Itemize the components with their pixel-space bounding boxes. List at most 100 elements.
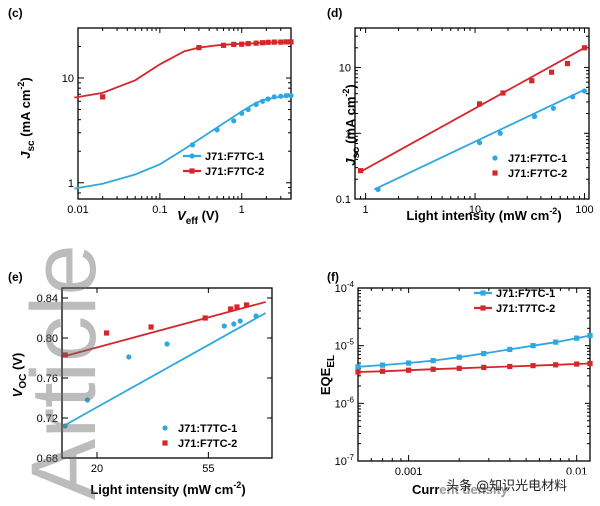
data-point [202,315,208,321]
data-point [260,98,266,104]
panel-f-y-label: EQEEL [318,355,337,395]
data-point [253,313,259,319]
x-tick-label: 0.01 [67,204,88,216]
series-c-1 [74,92,294,190]
data-point [288,39,294,45]
panel-d-label: (d) [327,6,342,20]
x-tick-label: 100 [575,204,593,216]
legend-label: J71:F7TC-1 [508,153,567,165]
data-point [481,350,487,357]
legend-marker [492,170,498,176]
data-point [271,39,277,45]
legend-marker [480,290,486,296]
x-tick-label: 0.1 [152,204,167,216]
data-point [587,332,593,339]
data-point [245,106,251,113]
data-point [245,40,251,47]
series-line [373,88,585,191]
data-point [500,90,506,96]
data-point [100,94,106,100]
data-point [456,365,462,371]
data-point [530,343,536,349]
series-f-2 [355,360,593,375]
data-point [221,323,227,329]
x-tick-label: 1 [239,204,245,216]
y-tick-label: 0.72 [37,413,58,425]
data-point [228,306,234,312]
legend-label: J71:T7TC-1 [178,423,237,435]
data-point [574,335,580,341]
data-point [430,366,436,372]
data-point [406,360,412,366]
data-point [529,78,535,84]
panel-e-label: (e) [8,270,23,284]
panel-d-x-label: Light intensity (mW cm-2) [406,206,561,223]
data-point [265,96,271,102]
data-point [62,352,68,358]
data-point [283,92,289,99]
series-f-1 [355,332,593,370]
chart-panel-e: (e) 20 55 0.68 0.72 0.76 0.80 0.84 Light intensi… [8,270,273,497]
x-tick-label: 0.001 [395,466,423,478]
data-point [239,110,245,116]
charts-layer: (c) 0.01 0.1 1 1 10 Veff (V) Jsc (mA cm-2) J71:F… [8,6,594,497]
panel-c-legend: J71:F7TC-1 J71:F7TC-2 [183,151,264,178]
data-point [189,142,196,148]
y-tick-label: 1 [68,178,74,190]
data-point [84,397,91,403]
data-point [355,364,361,370]
data-point [231,118,237,124]
data-point [237,318,243,324]
data-point [574,361,580,367]
legend-label: J71:F7TC-2 [178,438,237,450]
data-point [476,140,483,146]
panel-e-y-label: VOC (V) [10,353,29,398]
panel-c-label: (c) [8,6,23,20]
data-point [507,363,513,370]
y-tick-label: 1 [345,128,351,140]
data-point [581,45,588,51]
data-point [231,321,237,327]
data-point [553,339,559,345]
data-point [497,130,503,136]
data-point [164,341,170,347]
data-point [357,168,364,174]
data-point [406,367,412,373]
data-point [355,369,361,375]
data-point [148,324,154,330]
series-d-2 [357,45,588,174]
y-tick-label: 0.68 [37,453,58,465]
data-point [234,304,240,310]
x-tick-label: 10 [469,204,481,216]
data-point [288,92,294,99]
data-point [214,127,220,133]
legend-label: J71:F7TC-2 [205,166,264,178]
data-point [379,362,386,368]
panel-f-label: (f) [327,270,339,284]
data-point [271,94,277,100]
chart-panel-c: (c) 0.01 0.1 1 1 10 Veff (V) Jsc (mA cm-2) J71:F… [8,6,294,227]
series-c-2 [74,39,294,100]
series-line [360,47,585,173]
data-point [243,302,250,308]
x-tick-label: 1 [363,204,369,216]
panel-f-legend: J71:F7TC-1 J71:T7TC-2 [474,288,555,315]
data-point [550,105,556,111]
data-point [253,40,259,46]
panel-d-legend: J71:F7TC-1 J71:F7TC-2 [492,153,567,180]
y-tick-label: 0.1 [336,194,351,206]
legend-marker [480,305,486,311]
data-point [265,39,271,45]
series-line [64,312,267,426]
panel-c-x-label: Veff (V) [177,208,219,227]
data-point [196,45,202,51]
data-point [587,360,593,367]
data-point [62,423,68,429]
data-point [103,330,110,336]
data-point [548,69,555,75]
data-point [278,93,284,99]
data-point [456,354,462,360]
series-e-1 [62,312,267,429]
